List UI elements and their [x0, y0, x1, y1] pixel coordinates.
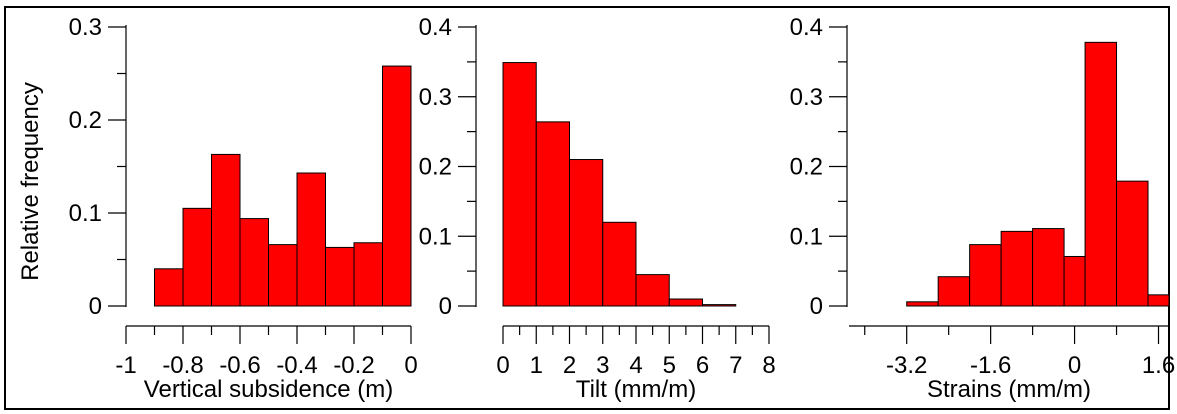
- x-tick-label: 4: [629, 352, 642, 379]
- histogram-bar: [382, 65, 412, 307]
- y-tick-label: 0.1: [419, 223, 452, 250]
- histogram-bar: [937, 276, 971, 307]
- y-tick-label: 0.4: [790, 14, 823, 41]
- histogram-bar: [702, 304, 737, 307]
- histogram-bar: [1032, 228, 1065, 307]
- x-tick-label: -0.4: [276, 352, 317, 379]
- histogram-bar: [325, 246, 355, 307]
- y-tick-label: 0.2: [790, 154, 823, 181]
- x-tick-label: -0.6: [219, 352, 260, 379]
- y-tick-label: 0.3: [419, 84, 452, 111]
- y-tick-label: 0: [89, 293, 102, 320]
- x-tick-label: 8: [762, 352, 775, 379]
- x-tick-label: 7: [729, 352, 742, 379]
- histogram-bar: [182, 207, 212, 307]
- x-axis-title: Tilt (mm/m): [576, 376, 696, 403]
- x-axis-title: Vertical subsidence (m): [144, 376, 393, 403]
- x-tick-label: 0: [496, 352, 509, 379]
- histogram-bar: [211, 153, 241, 307]
- y-tick-label: 0: [810, 293, 823, 320]
- histogram-bar: [1084, 41, 1118, 307]
- y-tick-label: 0.1: [69, 200, 102, 227]
- y-tick-label: 0.4: [419, 14, 452, 41]
- x-tick-label: -0.2: [333, 352, 374, 379]
- histogram-bar: [569, 159, 604, 307]
- histogram-bar: [969, 244, 1002, 307]
- histogram-bar: [1116, 180, 1149, 307]
- histogram-bar: [154, 268, 184, 307]
- x-tick-label: -1: [115, 352, 136, 379]
- y-tick-label: 0.2: [419, 154, 452, 181]
- histogram-bar: [635, 274, 670, 307]
- x-tick-label: -1.6: [970, 352, 1011, 379]
- y-axis-title: Relative frequency: [17, 82, 44, 281]
- x-axis-title: Strains (mm/m): [927, 376, 1091, 403]
- histogram-bar: [1147, 294, 1170, 307]
- x-tick-label: 2: [563, 352, 576, 379]
- x-tick-label: -0.8: [162, 352, 203, 379]
- histogram-bar: [668, 298, 703, 307]
- chart-panel-1: 0 0.1 0.2 0.3 -1 -0.8 -0.6 -0.4 -0.2 0 Vertical su…: [17, 14, 418, 403]
- histogram-bar: [353, 242, 383, 307]
- x-tick-label: 3: [596, 352, 609, 379]
- histogram-bar: [239, 218, 269, 307]
- y-tick-label: 0.1: [790, 223, 823, 250]
- chart-panel-3: 0 0.1 0.2 0.3 0.4 -3.2 -1.6 0 1.6 Strains (mm/m): [790, 14, 1176, 403]
- x-tick-label: -3.2: [886, 352, 927, 379]
- y-tick-label: 0.3: [790, 84, 823, 111]
- histogram-bar: [502, 62, 537, 307]
- y-tick-label: 0.2: [69, 107, 102, 134]
- histogram-bar: [296, 172, 326, 307]
- x-tick-label: 1.6: [1142, 352, 1175, 379]
- histogram-bar: [1000, 230, 1034, 307]
- y-tick-label: 0: [439, 293, 452, 320]
- x-tick-label: 6: [696, 352, 709, 379]
- x-tick-label: 0: [1068, 352, 1081, 379]
- histogram-bar: [535, 121, 570, 307]
- x-tick-label: 1: [530, 352, 543, 379]
- figure-frame: [4, 6, 1170, 410]
- histogram-bar: [268, 244, 298, 307]
- histogram-bar: [906, 301, 939, 307]
- histogram-bar: [1063, 255, 1086, 307]
- y-tick-label: 0.3: [69, 14, 102, 41]
- x-tick-label: 5: [663, 352, 676, 379]
- histogram-bar: [602, 221, 637, 307]
- x-tick-label: 0: [404, 352, 417, 379]
